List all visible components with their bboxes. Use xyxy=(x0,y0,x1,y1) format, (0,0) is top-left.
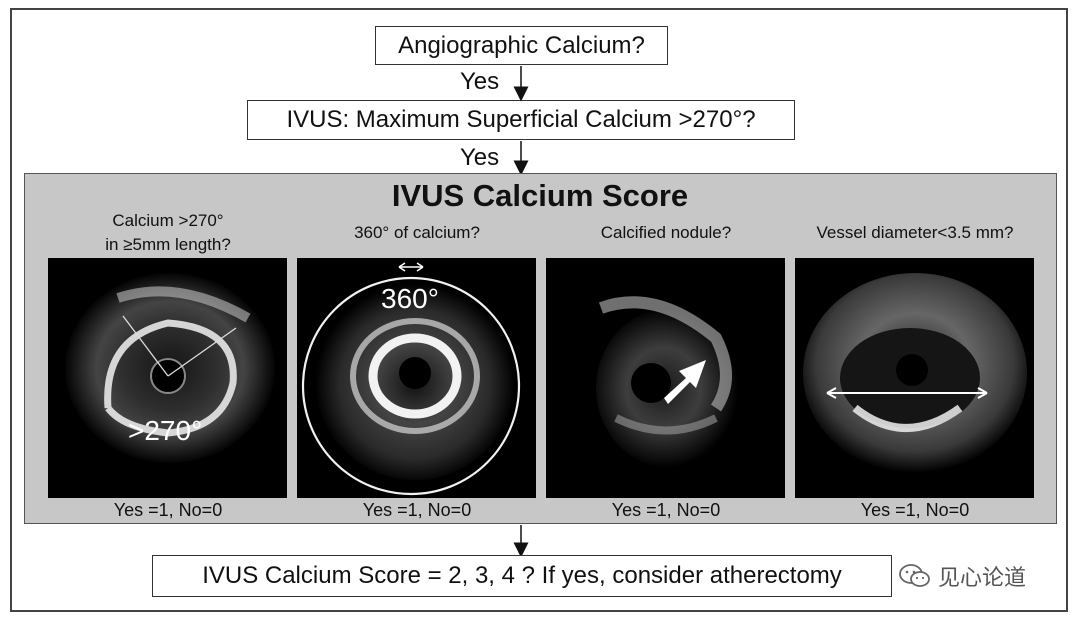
panel-title: IVUS Calcium Score xyxy=(391,178,689,213)
criterion-2-label: 360° of calcium? xyxy=(354,223,480,242)
ivus-superficial-calcium-question: IVUS: Maximum Superficial Calcium >270°? xyxy=(247,100,795,140)
angle-label-360: 360° xyxy=(381,283,439,314)
criterion-4-score: Yes =1, No=0 xyxy=(860,500,970,520)
ivus-image-360-calcium: 360° xyxy=(297,258,536,498)
figure-frame xyxy=(10,8,1068,612)
nodule-arrow-icon xyxy=(664,360,706,404)
criterion-1-label-line1: Calcium >270° xyxy=(112,211,224,230)
criterion-1-score: Yes =1, No=0 xyxy=(113,500,223,520)
final-score-decision: IVUS Calcium Score = 2, 3, 4 ? If yes, c… xyxy=(152,555,892,597)
criterion-1-label: Calcium >270° in ≥5mm length? xyxy=(48,209,288,257)
ivus-image-vessel-diameter xyxy=(795,258,1034,498)
criterion-3-score: Yes =1, No=0 xyxy=(611,500,721,520)
watermark-text: 见心论道 xyxy=(938,565,1027,590)
angiographic-calcium-question: Angiographic Calcium? xyxy=(375,26,668,65)
ivus-image-calcified-nodule xyxy=(546,258,785,498)
criterion-1-label-line2: in ≥5mm length? xyxy=(105,235,231,254)
criterion-2-score: Yes =1, No=0 xyxy=(362,500,472,520)
yes-label-2: Yes xyxy=(460,144,500,171)
ivus-image-calcium-arc: >270° xyxy=(48,258,287,498)
watermark: 见心论道 xyxy=(898,560,1026,592)
angle-label-270: >270° xyxy=(128,415,202,446)
criterion-4-label: Vessel diameter<3.5 mm? xyxy=(816,223,1014,242)
wechat-icon xyxy=(899,564,930,587)
criterion-3-label: Calcified nodule? xyxy=(600,223,732,242)
yes-label-1: Yes xyxy=(460,68,500,95)
